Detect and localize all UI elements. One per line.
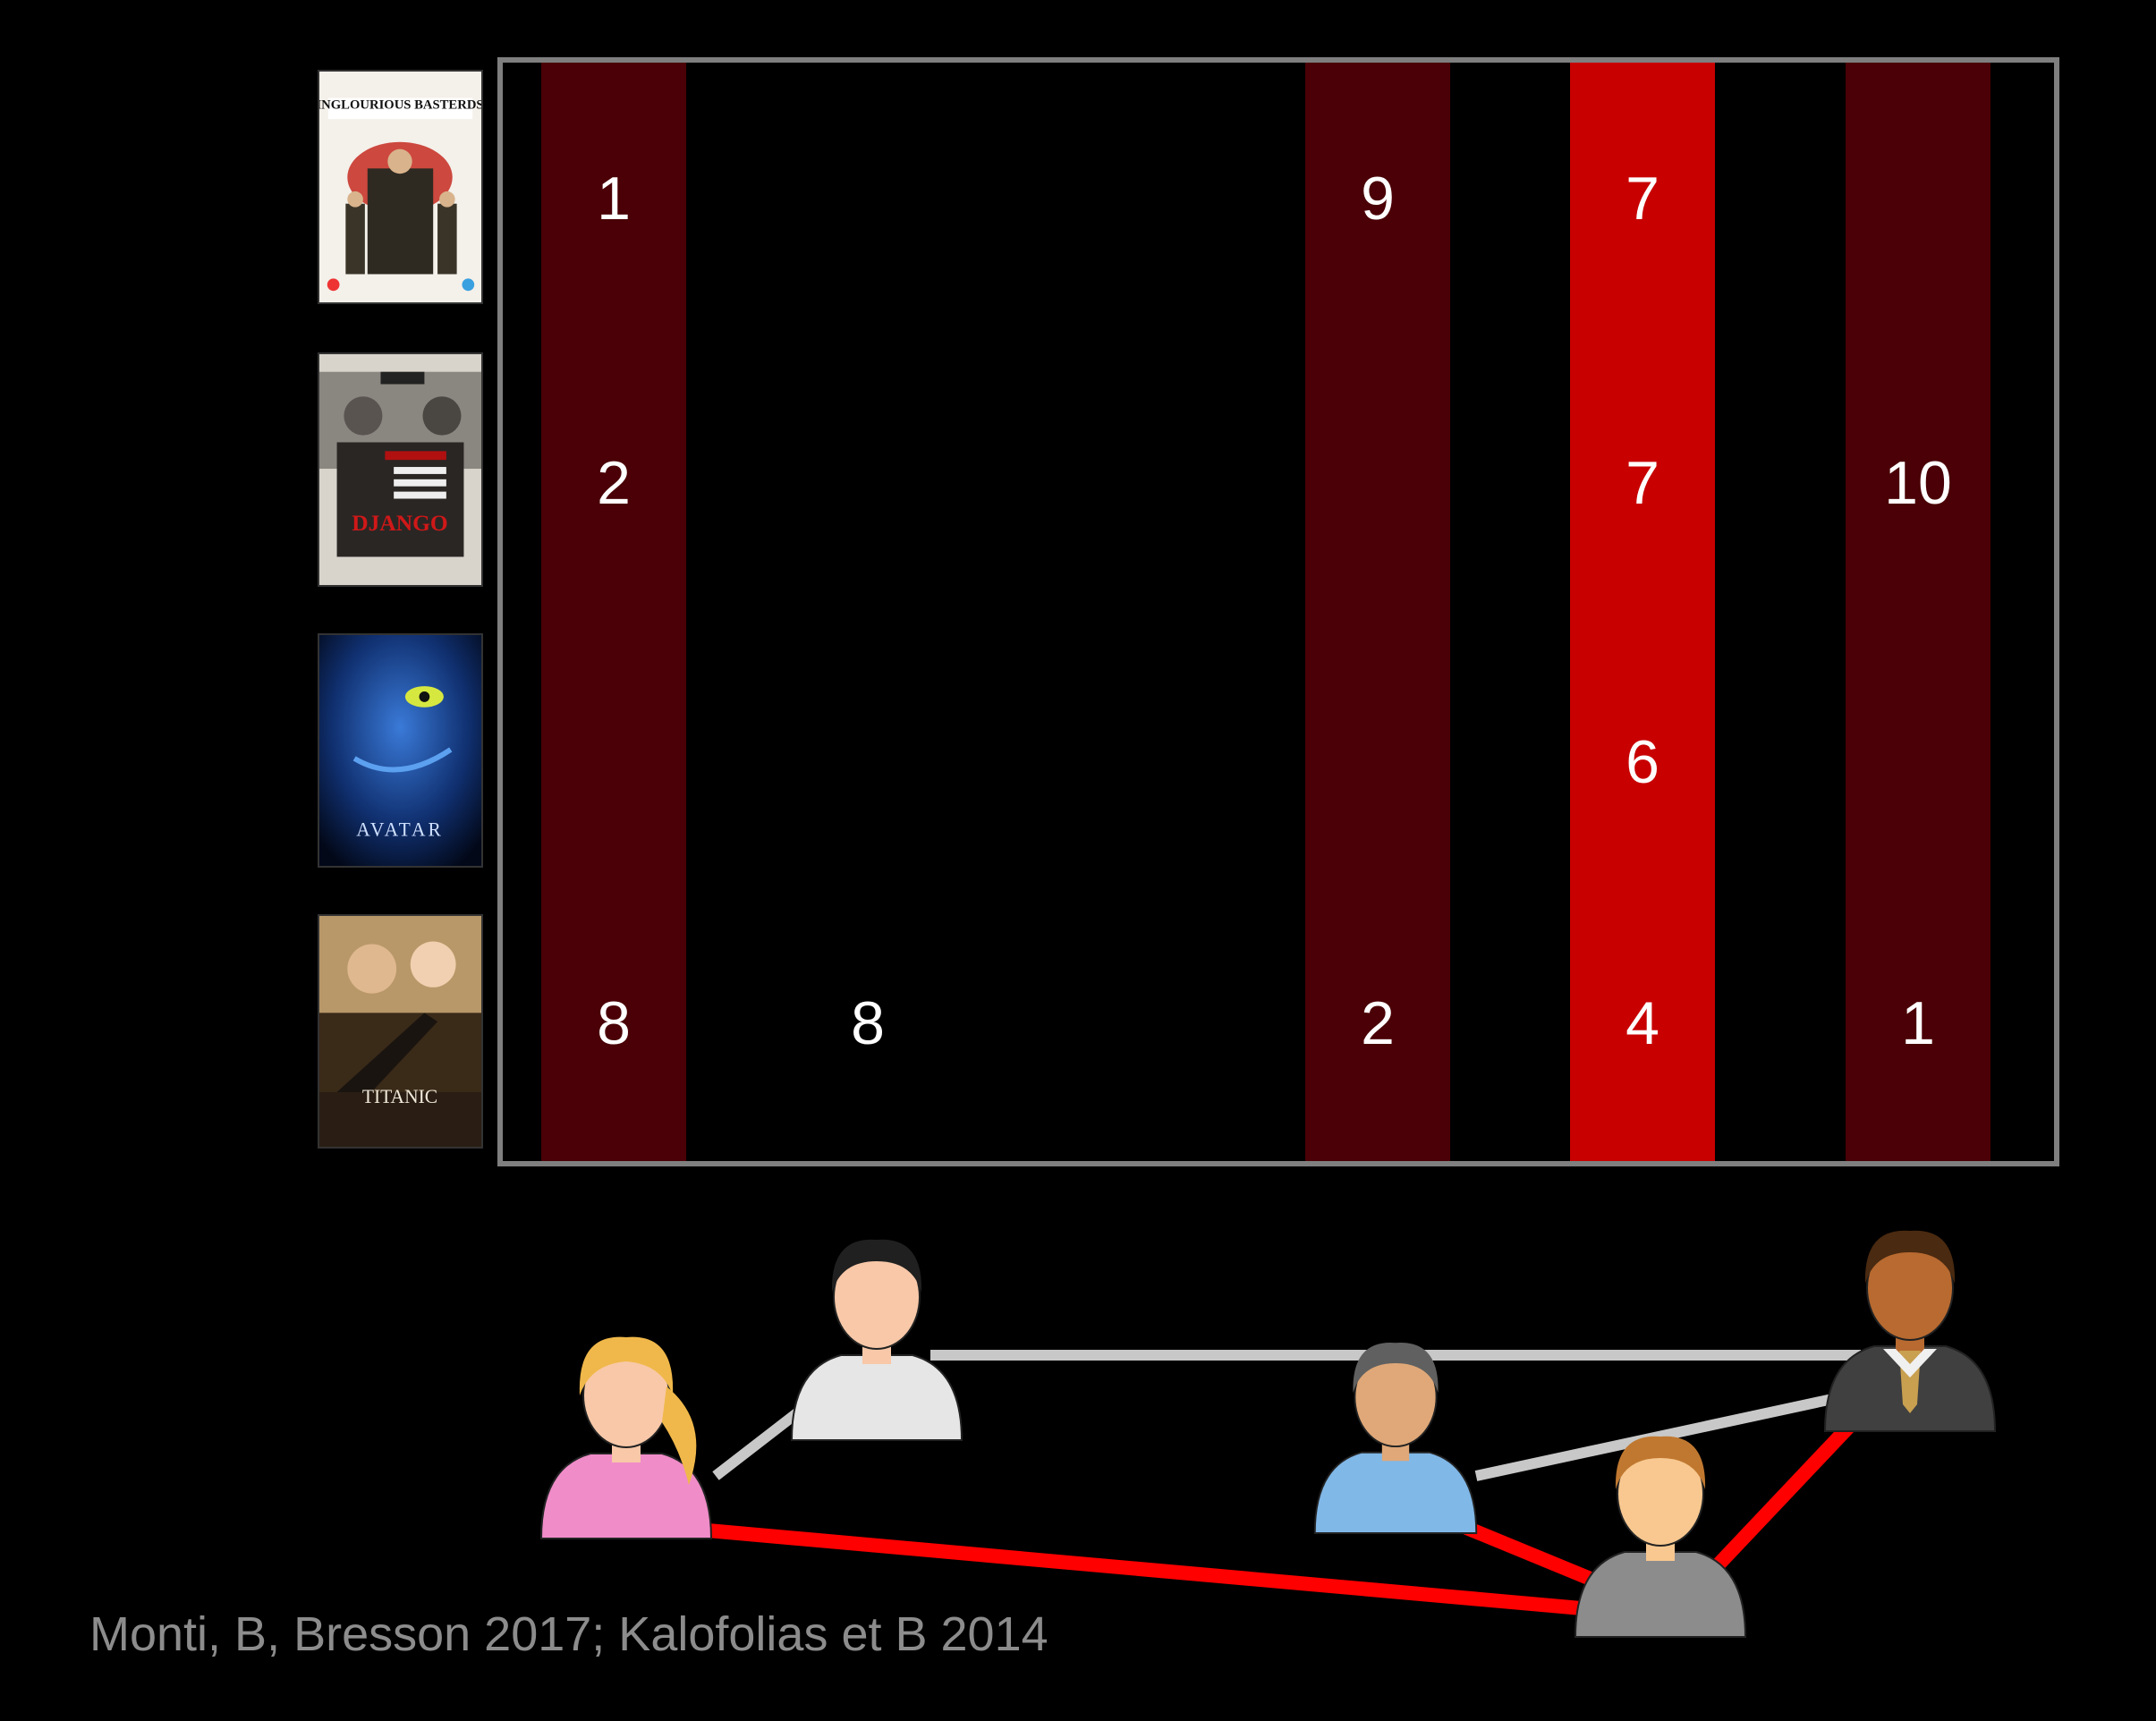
user-avatar-icon	[1823, 1230, 1997, 1432]
user-graph-edge	[697, 1522, 1602, 1617]
user-graph-edge	[1474, 1386, 1872, 1481]
rating-value: 8	[597, 989, 631, 1057]
rating-value: 4	[1625, 989, 1659, 1057]
movie-title-text: AVATAR	[356, 818, 444, 840]
rating-value: 10	[1884, 449, 1952, 517]
movie-title-text: INGLOURIOUS BASTERDS	[319, 97, 481, 112]
rating-value: 6	[1625, 728, 1659, 796]
rating-value: 2	[597, 449, 631, 517]
rating-value: 1	[597, 165, 631, 233]
citation: Monti, B, Bresson 2017; Kalofolias et B …	[89, 1607, 1048, 1661]
user-avatar-icon	[1313, 1342, 1478, 1534]
movie-title-text: TITANIC	[362, 1086, 437, 1107]
user-avatar-icon	[790, 1239, 963, 1441]
user-column-band	[1305, 63, 1450, 1161]
user-avatar-icon	[1574, 1436, 1747, 1638]
titanic-poster: TITANIC	[318, 914, 483, 1149]
rating-value: 7	[1625, 449, 1659, 517]
rating-value: 7	[1625, 165, 1659, 233]
user-graph-nodes	[539, 1230, 1997, 1638]
user-avatar-icon	[539, 1336, 713, 1539]
django-poster: DJANGO	[318, 352, 483, 587]
inglourious-basterds-poster: INGLOURIOUS BASTERDS	[318, 70, 483, 304]
avatar-poster: AVATAR	[318, 633, 483, 868]
rating-value: 2	[1361, 989, 1395, 1057]
rating-value: 1	[1901, 989, 1935, 1057]
rating-value: 8	[851, 989, 885, 1057]
user-column-band	[1570, 63, 1715, 1161]
user-column-band	[541, 63, 686, 1161]
movie-title-text: DJANGO	[352, 510, 447, 536]
rating-matrix-frame	[497, 57, 2059, 1166]
user-column-band	[1846, 63, 1990, 1161]
rating-value: 9	[1361, 165, 1395, 233]
